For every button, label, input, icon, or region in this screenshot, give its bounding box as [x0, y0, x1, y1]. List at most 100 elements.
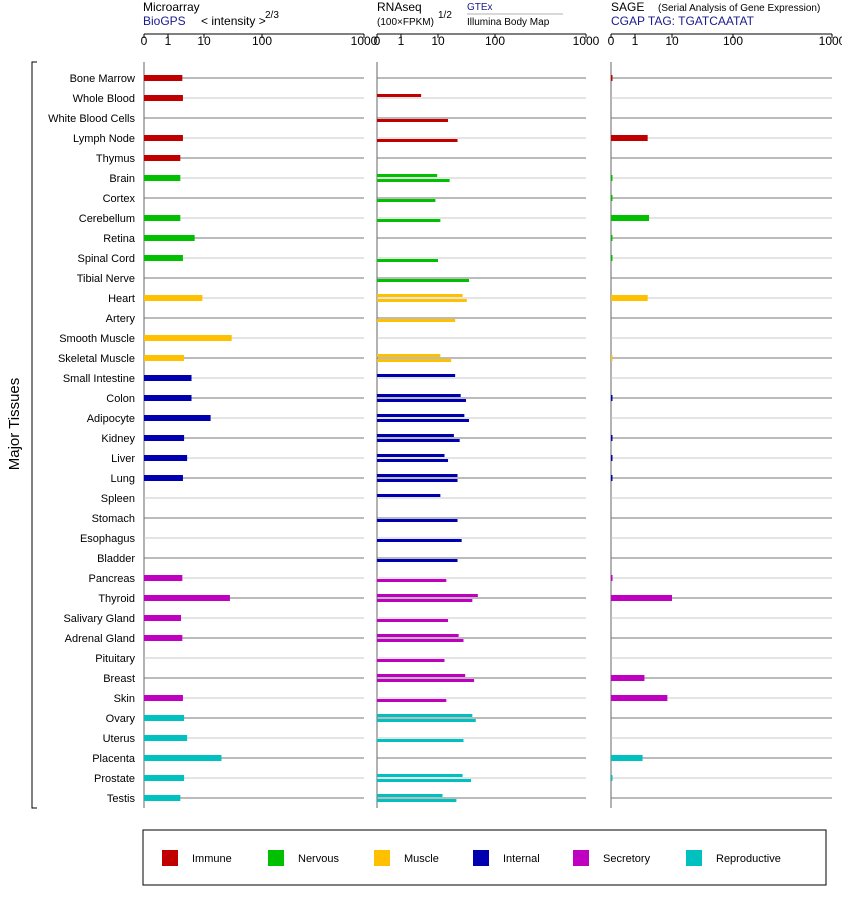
ibm-bar [377, 559, 458, 562]
ibm-bar [377, 699, 447, 702]
tissue-label: Small Intestine [63, 373, 135, 385]
microarray-unit-exp: 2/3 [265, 10, 279, 21]
gtex-bar [377, 774, 463, 777]
tissue-label: Liver [111, 453, 135, 465]
y-axis-label: Major Tissues [6, 378, 23, 471]
tissue-label: Pancreas [89, 573, 136, 585]
rnaseq-tick-label: 100 [485, 34, 505, 48]
tissue-label: Brain [109, 173, 135, 185]
microarray-bar [144, 255, 183, 261]
microarray-bar [144, 615, 182, 621]
microarray-bar [144, 455, 188, 461]
ibm-bar [377, 319, 456, 322]
tissue-label: Esophagus [80, 533, 136, 545]
tissue-bracket [31, 61, 37, 809]
sage-bar [611, 75, 613, 81]
gtex-bar [377, 474, 458, 477]
tissue-label: Whole Blood [73, 93, 135, 105]
rnaseq-source-gtex: GTEx [467, 2, 493, 13]
microarray-bar [144, 155, 181, 161]
sage-bar [611, 255, 613, 261]
legend-box [142, 829, 827, 886]
legend-label-nervous: Nervous [298, 853, 339, 865]
sage-bar [611, 235, 613, 241]
sage-tick-label: 1000 [819, 34, 842, 48]
legend-swatch-secretory [573, 850, 589, 866]
microarray-bar [144, 755, 222, 761]
microarray-bar [144, 695, 183, 701]
ibm-bar [377, 779, 472, 782]
microarray-bar [144, 335, 232, 341]
microarray-tick-label: 1000 [351, 34, 378, 48]
microarray-title: Microarray [143, 0, 200, 14]
tissue-label: Stomach [92, 513, 135, 525]
legend-label-reproductive: Reproductive [716, 853, 781, 865]
microarray-bar [144, 355, 185, 361]
tissue-label: Smooth Muscle [59, 333, 135, 345]
rnaseq-unit-exp: 1/2 [438, 10, 452, 21]
microarray-bar [144, 475, 183, 481]
sage-bar [611, 435, 613, 441]
ibm-bar [377, 439, 460, 442]
ibm-bar [377, 639, 464, 642]
sage-title: SAGE [611, 0, 644, 14]
ibm-bar [377, 219, 441, 222]
legend-swatch-muscle [374, 850, 390, 866]
rnaseq-tick-label: 1 [398, 34, 405, 48]
ibm-bar [377, 679, 475, 682]
microarray-bar [144, 395, 192, 401]
tissue-label: Uterus [103, 733, 136, 745]
ibm-bar [377, 619, 449, 622]
microarray-tick-label: 0 [141, 34, 148, 48]
tissue-label: Colon [106, 393, 135, 405]
rnaseq-tick-label: 0 [374, 34, 381, 48]
sage-bar [611, 215, 650, 221]
rnaseq-unit-label: (100×FPKM) [377, 17, 434, 28]
microarray-bar [144, 575, 183, 581]
sage-tick-label: 10 [665, 34, 679, 48]
tissue-label: Skeletal Muscle [58, 353, 135, 365]
legend-swatch-internal [473, 850, 489, 866]
tissue-label: Placenta [92, 753, 136, 765]
bars-layer [144, 75, 672, 802]
microarray-tick-label: 1 [165, 34, 172, 48]
rnaseq-tick-label: 1000 [573, 34, 600, 48]
microarray-bar [144, 75, 183, 81]
sage-tick-label: 0 [608, 34, 615, 48]
tissue-label: Cortex [103, 193, 136, 205]
microarray-bar [144, 295, 203, 301]
tissue-label: Pituitary [95, 653, 135, 665]
sage-tick-label: 100 [723, 34, 743, 48]
gtex-bar [377, 454, 445, 457]
microarray-bar [144, 795, 181, 801]
sage-tick-label: 1 [632, 34, 639, 48]
microarray-tick-label: 10 [197, 34, 211, 48]
gtex-bar [377, 794, 443, 797]
gtex-bar [377, 374, 456, 377]
ibm-bar [377, 399, 467, 402]
ibm-bar [377, 579, 447, 582]
tissue-label: Prostate [94, 773, 135, 785]
legend-label-muscle: Muscle [404, 853, 439, 865]
tissue-label: Cerebellum [79, 213, 135, 225]
ibm-bar [377, 659, 445, 662]
ibm-bar [377, 739, 464, 742]
tissue-label: Spinal Cord [78, 253, 135, 265]
tissue-label: Kidney [101, 433, 135, 445]
ibm-bar [377, 419, 470, 422]
sage-bar [611, 455, 613, 461]
legend-label-internal: Internal [503, 853, 540, 865]
sage-bar [611, 695, 668, 701]
tissue-label: Spleen [101, 493, 135, 505]
legend-label-immune: Immune [192, 853, 232, 865]
microarray-bar [144, 415, 211, 421]
microarray-bar [144, 735, 188, 741]
tissue-label: Tibial Nerve [77, 273, 135, 285]
microarray-bar [144, 435, 185, 441]
legend-swatch-nervous [268, 850, 284, 866]
ibm-bar [377, 259, 438, 262]
sage-subtitle: (Serial Analysis of Gene Expression) [658, 3, 820, 14]
microarray-source: BioGPS [143, 14, 186, 28]
ibm-bar [377, 459, 449, 462]
tissue-label: Skin [114, 693, 135, 705]
